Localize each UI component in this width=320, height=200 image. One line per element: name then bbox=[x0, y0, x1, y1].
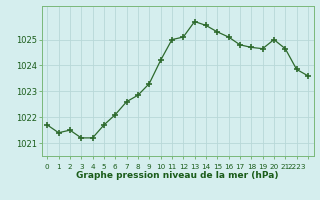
X-axis label: Graphe pression niveau de la mer (hPa): Graphe pression niveau de la mer (hPa) bbox=[76, 171, 279, 180]
